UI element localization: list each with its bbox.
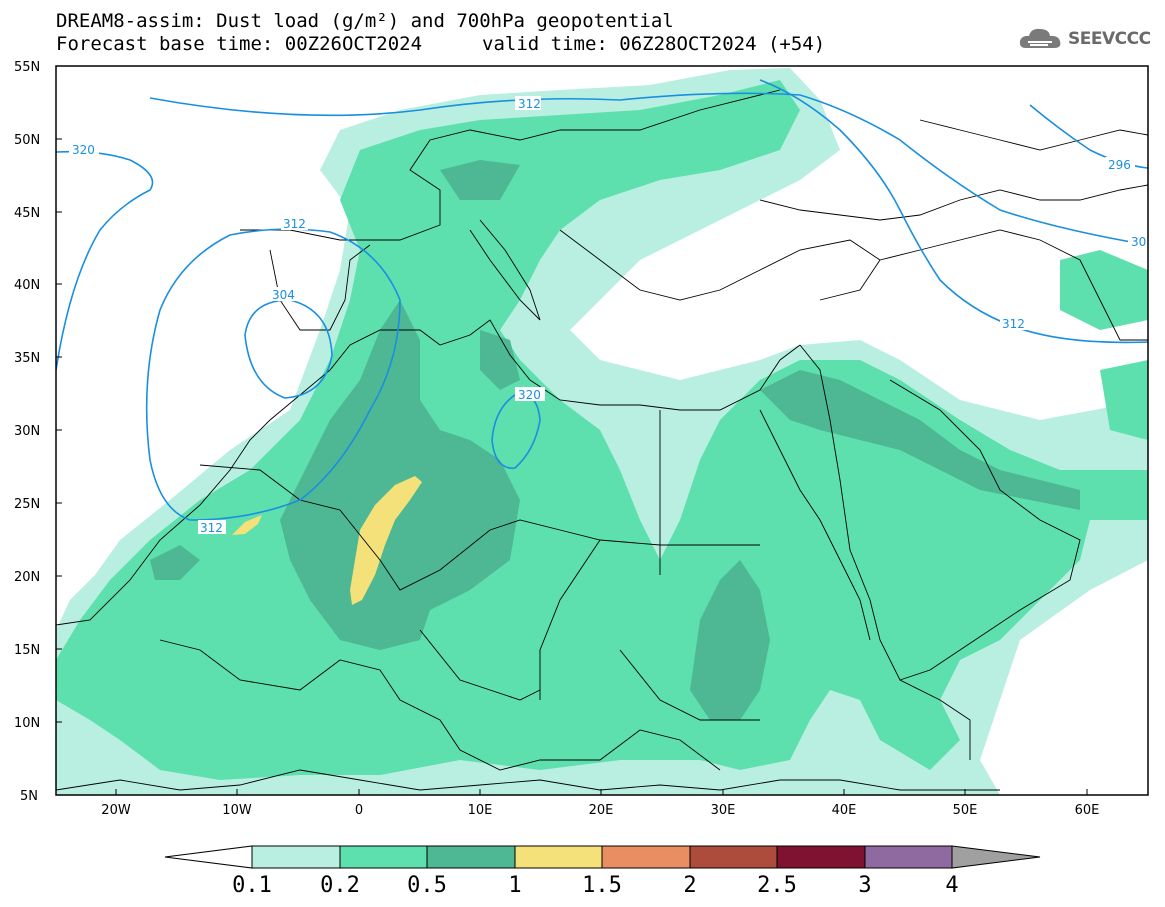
colorbar-label: 2.5 xyxy=(757,873,797,898)
map-title: DREAM8-assim: Dust load (g/m²) and 700hP… xyxy=(56,10,674,32)
dust-fill-layer xyxy=(56,66,1148,795)
lon-label: 20W xyxy=(101,803,131,818)
colorbar-label: 4 xyxy=(945,873,958,898)
lat-label: 5N xyxy=(20,789,38,804)
colorbar-high-arrow xyxy=(951,845,1041,869)
lat-label: 15N xyxy=(14,643,40,658)
seevccc-logo: SEEVCCC xyxy=(1018,25,1151,53)
lon-label: 60E xyxy=(1075,803,1100,818)
contour-label: 320 xyxy=(72,143,95,157)
colorbar-swatch xyxy=(251,845,341,869)
contour-label: 320 xyxy=(518,388,541,402)
lon-label: 50E xyxy=(953,803,978,818)
contour-label: 304 xyxy=(272,288,295,302)
colorbar-swatch xyxy=(426,845,516,869)
cloud-icon xyxy=(1019,28,1061,48)
contour-label: 312 xyxy=(200,521,223,535)
contour-label: 312 xyxy=(518,97,541,111)
lon-label: 40E xyxy=(832,803,857,818)
lat-label: 45N xyxy=(14,206,40,221)
lon-label: 30E xyxy=(711,803,736,818)
colorbar-swatch xyxy=(339,845,428,869)
lon-label: 0 xyxy=(355,803,363,818)
lon-label: 10E xyxy=(468,803,493,818)
colorbar-label: 0.2 xyxy=(320,873,360,898)
colorbar-swatch xyxy=(514,845,603,869)
longitude-labels: 20W 10W 0 10E 20E 30E 40E 50E 60E xyxy=(101,803,1099,818)
forecast-base-time: Forecast base time: 00Z26OCT2024 xyxy=(56,33,423,55)
lat-label: 35N xyxy=(14,351,40,366)
colorbar-label: 0.5 xyxy=(407,873,447,898)
contour-label: 296 xyxy=(1108,158,1131,172)
lon-label: 10W xyxy=(222,803,252,818)
lat-label: 30N xyxy=(14,424,40,439)
lat-label: 20N xyxy=(14,570,40,585)
colorbar-swatch xyxy=(864,845,953,869)
colorbar-label: 1.5 xyxy=(582,873,622,898)
colorbar-label: 1 xyxy=(508,873,521,898)
coastlines-and-borders xyxy=(56,89,1148,791)
lat-label: 50N xyxy=(14,133,40,148)
lat-label: 40N xyxy=(14,278,40,293)
colorbar-swatch xyxy=(601,845,691,869)
colorbar-label: 3 xyxy=(858,873,871,898)
colorbar-swatch xyxy=(776,845,866,869)
contour-label: 30 xyxy=(1131,235,1146,249)
valid-time: valid time: 06Z28OCT2024 (+54) xyxy=(482,33,826,55)
colorbar-labels: 0.1 0.2 0.5 1 1.5 2 2.5 3 4 xyxy=(232,873,959,898)
lat-label: 25N xyxy=(14,497,40,512)
lat-label: 10N xyxy=(14,716,40,731)
contour-label: 312 xyxy=(1002,317,1025,331)
logo-text: SEEVCCC xyxy=(1068,29,1151,49)
geopotential-contours xyxy=(56,79,1148,521)
colorbar-swatch xyxy=(689,845,778,869)
colorbar-label: 2 xyxy=(683,873,696,898)
latitude-axis xyxy=(56,65,62,796)
lon-label: 20E xyxy=(589,803,614,818)
contour-labels: 312 320 312 304 320 312 296 312 30 xyxy=(69,96,1148,535)
colorbar-low-arrow xyxy=(164,845,253,869)
colorbar-label: 0.1 xyxy=(232,873,272,898)
colorbar xyxy=(164,845,1041,869)
longitude-axis xyxy=(115,789,1088,795)
latitude-labels: 55N 50N 45N 40N 35N 30N 25N 20N 15N 10N … xyxy=(14,60,40,804)
lat-label: 55N xyxy=(14,60,40,75)
contour-label: 312 xyxy=(283,217,306,231)
